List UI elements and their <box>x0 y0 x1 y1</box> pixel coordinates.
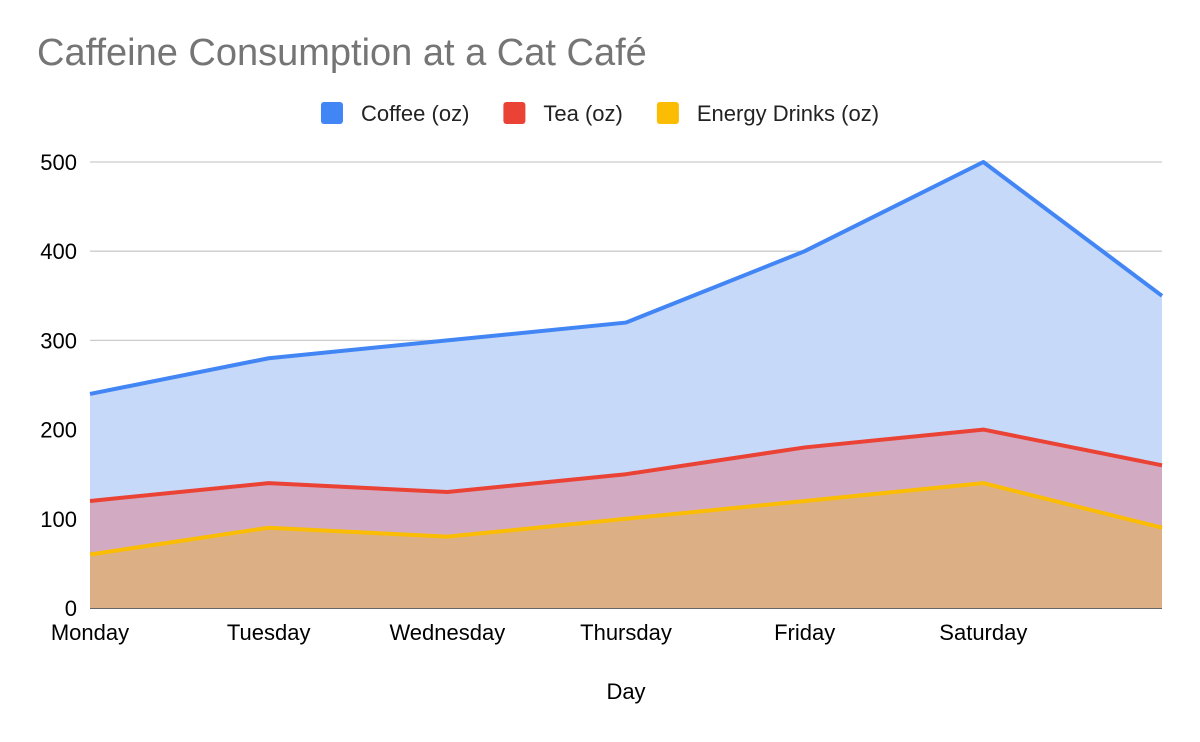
x-tick-label: Tuesday <box>227 620 311 645</box>
legend-label: Tea (oz) <box>543 101 622 126</box>
x-tick-label: Thursday <box>580 620 672 645</box>
y-tick-label: 100 <box>40 507 77 532</box>
x-tick-label: Saturday <box>939 620 1027 645</box>
y-tick-label: 300 <box>40 328 77 353</box>
line-coffee-oz <box>89 160 1164 396</box>
legend-item: Energy Drinks (oz) <box>656 101 879 126</box>
y-tick-label: 500 <box>40 150 77 175</box>
legend-item: Coffee (oz) <box>320 101 469 126</box>
chart-title: Caffeine Consumption at a Cat Café <box>37 32 647 74</box>
x-axis-ticks: Monday Tuesday Wednesday Thursday Friday Satu… <box>51 620 1028 645</box>
legend-label: Energy Drinks (oz) <box>697 101 879 126</box>
series-areas <box>90 162 1162 608</box>
line-energy-drinks-oz <box>89 481 1163 557</box>
legend-item: Tea (oz) <box>503 101 623 126</box>
y-tick-label: 0 <box>65 596 77 621</box>
x-axis-title: Day <box>606 679 645 704</box>
legend: Coffee (oz) Tea (oz) Energy Drinks (oz) <box>320 101 879 126</box>
area-energy-drinks-oz <box>90 483 1162 608</box>
x-tick-label: Wednesday <box>389 620 505 645</box>
legend-swatch <box>503 102 526 124</box>
legend-swatch <box>320 102 343 124</box>
y-tick-label: 200 <box>40 418 77 443</box>
legend-swatch <box>656 102 679 124</box>
x-tick-label: Monday <box>51 620 129 645</box>
line-tea-oz <box>89 427 1163 503</box>
x-tick-label: Friday <box>774 620 835 645</box>
legend-label: Coffee (oz) <box>361 101 469 126</box>
y-tick-label: 400 <box>40 239 77 264</box>
series-lines <box>89 160 1164 557</box>
y-axis-ticks: 0 100 200 300 400 500 <box>40 150 77 621</box>
